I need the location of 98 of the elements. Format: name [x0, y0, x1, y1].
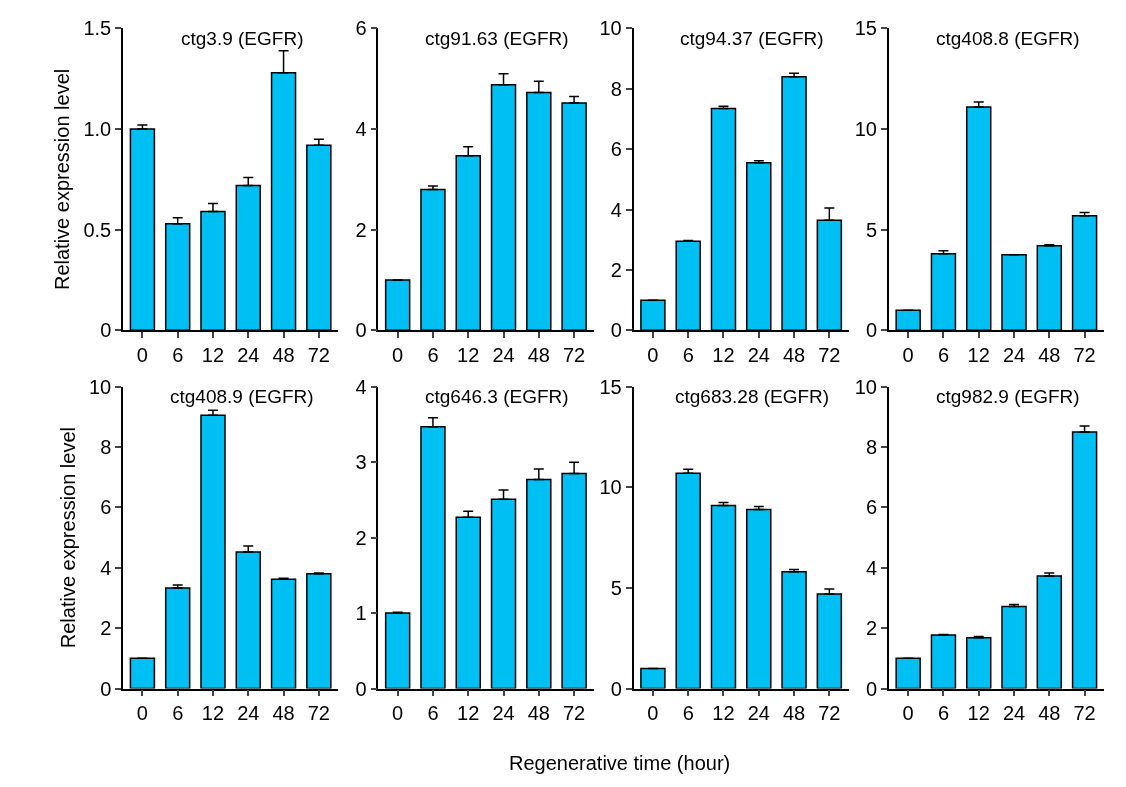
chart-title: ctg91.63 (EGFR)	[425, 28, 569, 49]
chart-title: ctg3.9 (EGFR)	[181, 28, 304, 49]
y-tick-label: 4	[100, 556, 112, 579]
x-tick-label: 24	[492, 702, 515, 725]
x-tick-label: 6	[427, 344, 439, 367]
y-tick-label: 8	[865, 436, 877, 459]
x-tick-label: 48	[527, 344, 550, 367]
x-tick-label: 72	[1073, 702, 1096, 725]
y-tick-label: 6	[100, 496, 112, 519]
x-tick-label: 72	[818, 344, 841, 367]
x-tick-label: 12	[967, 702, 990, 725]
x-tick-label: 24	[747, 702, 770, 725]
x-tick-label: 48	[1038, 702, 1061, 725]
x-tick-label: 6	[172, 702, 184, 725]
x-tick-label: 0	[136, 702, 148, 725]
x-tick-label: 72	[307, 702, 330, 725]
x-tick-label: 6	[937, 344, 949, 367]
y-tick-label: 2	[610, 258, 622, 281]
chart-title: ctg408.9 (EGFR)	[170, 386, 314, 407]
y-tick-label: 4	[865, 556, 877, 579]
y-tick-label: 15	[854, 17, 877, 40]
x-tick-label: 12	[201, 702, 225, 725]
y-tick-label: 0	[355, 319, 367, 342]
x-tick-label: 0	[136, 344, 148, 367]
chart-title: ctg683.28 (EGFR)	[675, 386, 830, 407]
y-tick-label: 10	[854, 118, 877, 141]
x-tick-label: 48	[272, 344, 295, 367]
x-tick-label: 24	[492, 344, 515, 367]
x-tick-label: 6	[682, 702, 694, 725]
x-tick-label: 0	[647, 702, 659, 725]
chart-title: ctg646.3 (EGFR)	[425, 386, 569, 407]
x-tick-label: 6	[937, 702, 949, 725]
y-tick-label: 6	[610, 138, 622, 161]
y-tick-label: 6	[865, 496, 877, 519]
x-tick-label: 0	[647, 344, 659, 367]
y-tick-label: 0	[100, 319, 112, 342]
y-axis-title: Relative expression level	[57, 426, 79, 649]
y-tick-label: 2	[355, 526, 367, 549]
x-tick-label: 12	[457, 702, 480, 725]
x-tick-label: 72	[307, 344, 330, 367]
x-tick-label: 24	[1002, 702, 1026, 725]
y-tick-label: 4	[610, 198, 622, 221]
x-tick-label: 12	[712, 702, 735, 725]
x-tick-label: 24	[237, 344, 260, 367]
y-axis-title: Relative expression level	[51, 68, 74, 291]
y-tick-label: 10	[854, 375, 877, 398]
y-tick-label: 1.5	[83, 17, 112, 40]
x-tick-label: 48	[272, 702, 295, 725]
y-tick-label: 15	[599, 375, 622, 398]
y-tick-label: 0	[865, 319, 877, 342]
x-tick-label: 6	[172, 344, 184, 367]
y-tick-label: 0	[610, 677, 622, 700]
x-tick-label: 12	[457, 344, 480, 367]
x-tick-label: 48	[782, 702, 806, 725]
x-tick-label: 72	[562, 702, 586, 725]
y-tick-label: 2	[100, 617, 112, 640]
y-tick-label: 5	[610, 576, 622, 599]
y-tick-label: 8	[610, 77, 622, 100]
x-tick-label: 72	[562, 344, 586, 367]
chart-title: ctg982.9 (EGFR)	[936, 386, 1080, 407]
y-tick-label: 0	[610, 319, 622, 342]
x-tick-label: 24	[237, 702, 260, 725]
y-tick-label: 2	[865, 617, 877, 640]
y-tick-label: 2	[355, 218, 367, 241]
x-tick-label: 0	[902, 344, 914, 367]
x-tick-label: 48	[782, 344, 806, 367]
x-tick-label: 72	[1073, 344, 1096, 367]
x-tick-label: 6	[427, 702, 439, 725]
y-tick-label: 0	[100, 677, 112, 700]
y-tick-label: 0	[865, 677, 877, 700]
y-tick-label: 1.0	[83, 118, 112, 141]
y-tick-label: 5	[865, 218, 877, 241]
x-tick-label: 12	[967, 344, 990, 367]
x-tick-label: 48	[1038, 344, 1061, 367]
x-axis-title: Regenerative time (hour)	[509, 752, 731, 774]
y-tick-label: 1	[355, 602, 367, 625]
x-tick-label: 24	[1002, 344, 1026, 367]
chart-title: ctg94.37 (EGFR)	[680, 28, 824, 49]
y-tick-label: 10	[599, 476, 622, 499]
y-tick-label: 4	[355, 118, 367, 141]
y-tick-label: 10	[89, 375, 112, 398]
x-tick-label: 24	[747, 344, 770, 367]
y-tick-label: 0	[355, 677, 367, 700]
x-tick-label: 6	[682, 344, 694, 367]
x-tick-label: 12	[201, 344, 225, 367]
x-tick-label: 0	[392, 344, 404, 367]
x-tick-label: 72	[818, 702, 841, 725]
x-tick-label: 48	[527, 702, 550, 725]
y-tick-label: 0.5	[83, 218, 112, 241]
y-tick-label: 4	[355, 375, 367, 398]
y-tick-label: 6	[355, 17, 367, 40]
y-tick-label: 3	[355, 451, 367, 474]
x-tick-label: 12	[712, 344, 735, 367]
x-tick-label: 0	[902, 702, 914, 725]
y-tick-label: 10	[599, 17, 622, 40]
y-tick-label: 8	[100, 436, 112, 459]
x-tick-label: 0	[392, 702, 404, 725]
chart-title: ctg408.8 (EGFR)	[936, 28, 1080, 49]
